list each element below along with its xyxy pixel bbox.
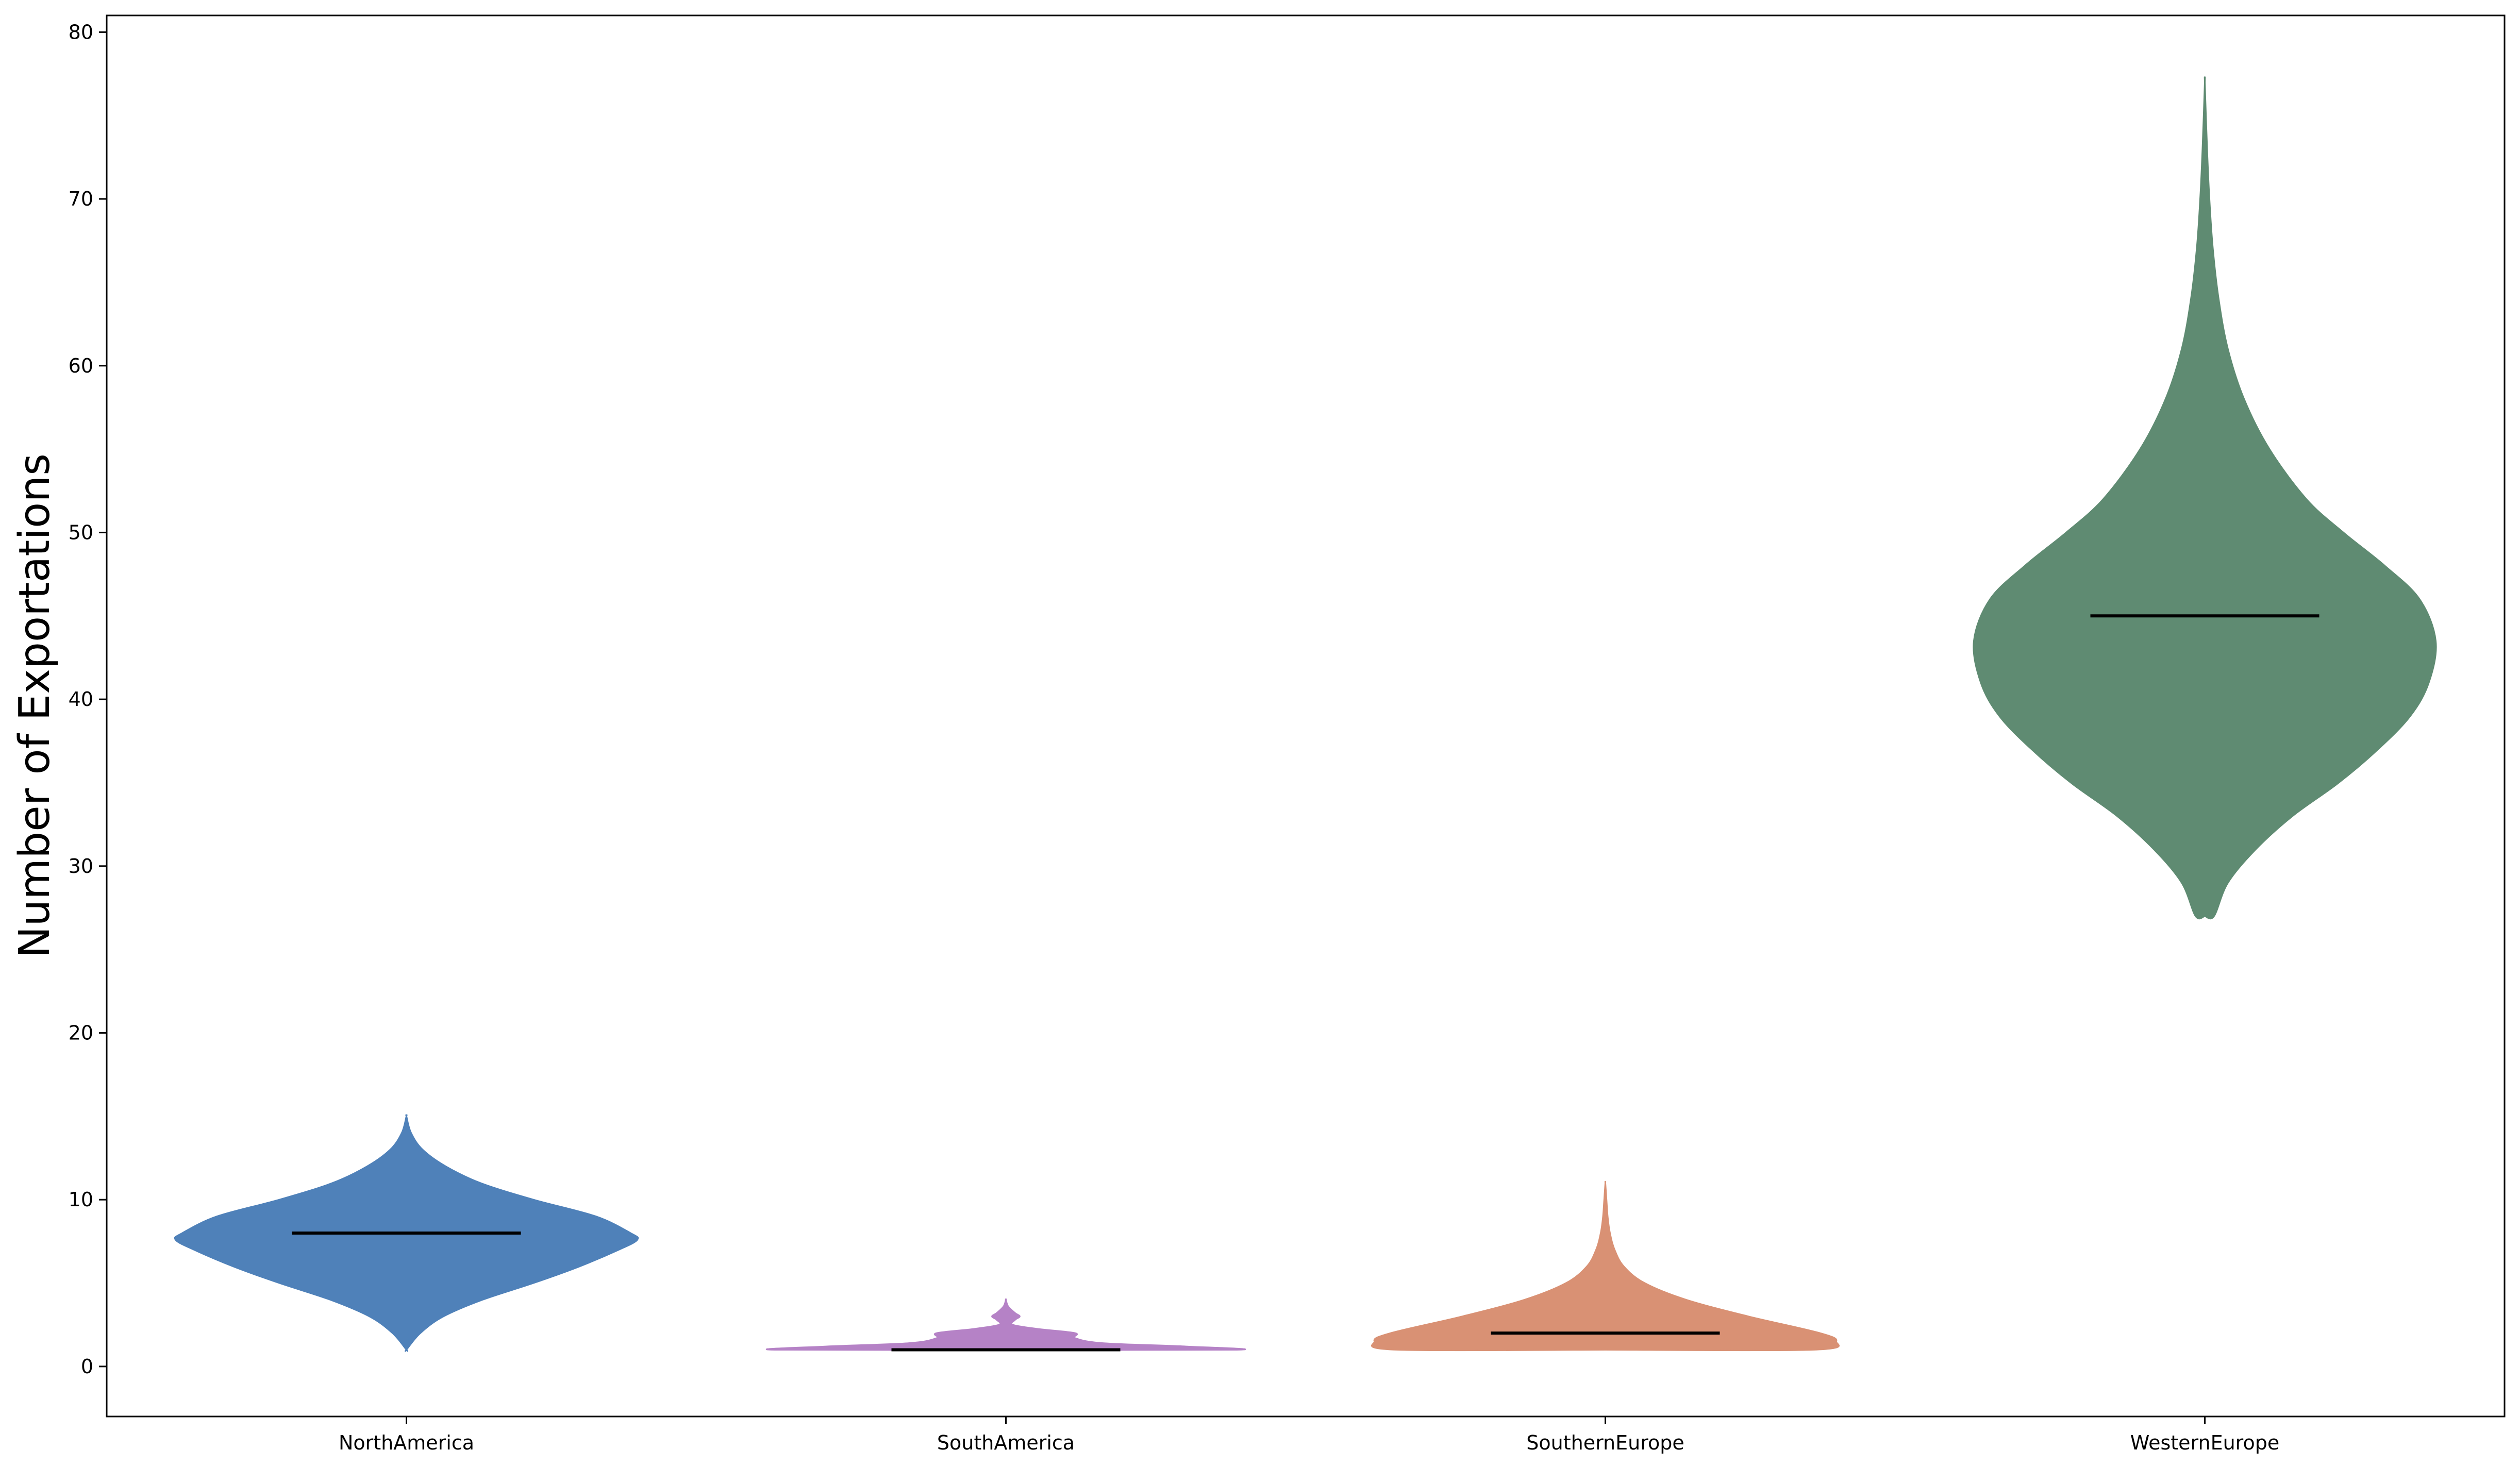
y-tick-label: 40 — [69, 688, 93, 711]
y-tick-label: 70 — [69, 188, 93, 210]
y-axis-ticks: 0 10 20 30 40 50 60 70 80 — [69, 21, 107, 1378]
x-tick-label: SouthAmerica — [937, 1431, 1075, 1454]
violin-southerneurope — [1371, 1181, 1840, 1352]
median-layer — [292, 614, 2319, 1352]
x-tick-label: NorthAmerica — [339, 1431, 474, 1454]
y-tick-label: 0 — [81, 1355, 93, 1378]
y-tick-label: 60 — [69, 355, 93, 377]
x-tick-label: SouthernEurope — [1526, 1431, 1684, 1454]
violin-westerneurope — [1973, 76, 2437, 920]
y-tick-label: 30 — [69, 855, 93, 878]
x-axis-ticks: NorthAmerica SouthAmerica SouthernEurope We… — [339, 1417, 2279, 1454]
y-tick-label: 20 — [69, 1022, 93, 1044]
x-tick-label: WesternEurope — [2130, 1431, 2279, 1454]
y-tick-label: 80 — [69, 21, 93, 43]
y-tick-label: 50 — [69, 521, 93, 544]
y-tick-label: 10 — [69, 1188, 93, 1211]
y-axis-label: Number of Exportations — [10, 453, 59, 958]
plot-frame — [106, 14, 2506, 1418]
violin-southamerica — [765, 1298, 1246, 1351]
